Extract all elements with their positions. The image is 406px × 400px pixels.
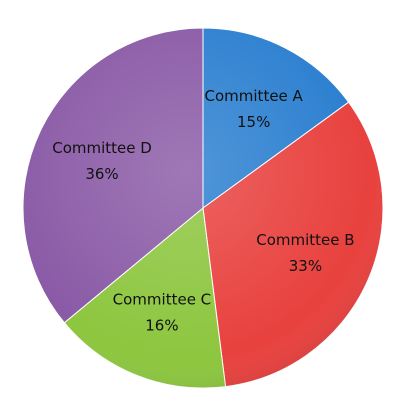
slice-name: Committee D bbox=[52, 139, 152, 157]
slice-name: Committee B bbox=[256, 231, 354, 249]
slice-name: Committee C bbox=[113, 290, 212, 308]
slice-value: 15% bbox=[237, 113, 270, 131]
slice-value: 36% bbox=[85, 165, 118, 183]
slice-name: Committee A bbox=[205, 87, 304, 105]
slice-value: 33% bbox=[289, 257, 322, 275]
slice-value: 16% bbox=[145, 316, 178, 334]
